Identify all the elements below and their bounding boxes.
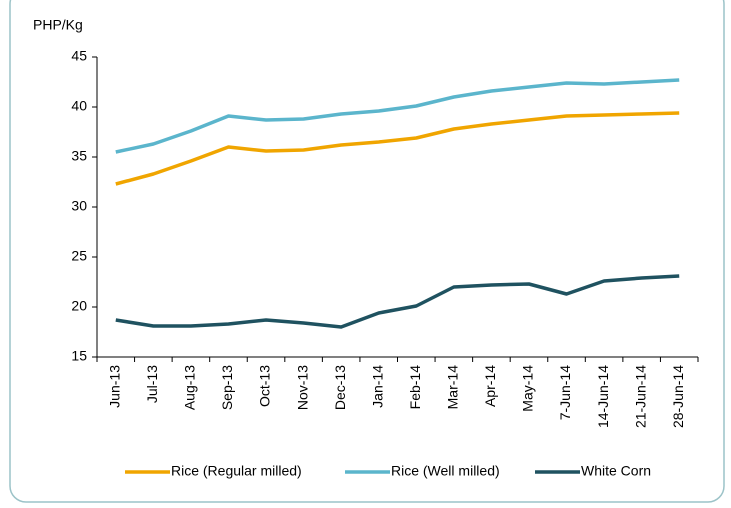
y-tick-label: 30 [71,198,87,214]
x-tick-label: Feb-14 [407,365,423,410]
legend-label: White Corn [581,463,651,479]
y-tick-label: 15 [71,348,87,364]
line [115,274,680,329]
x-tick-label: Mar-14 [445,365,461,410]
x-tick-label: Jan-14 [369,365,385,408]
x-tick-label: Apr-14 [482,365,498,407]
x-tick-label: 28-Jun-14 [670,365,686,428]
y-tick-label: 35 [71,148,87,164]
x-tick-label: 14-Jun-14 [595,365,611,428]
y-tick-label: 45 [71,48,87,64]
frame [9,0,725,503]
line [115,111,680,186]
legend-label: Rice (Well milled) [391,463,500,479]
x-tick-label: Dec-13 [332,365,348,410]
x-tick-label: 7-Jun-14 [557,365,573,420]
x-tick-label: Aug-13 [182,365,198,410]
x-tick-label: Jun-13 [106,365,122,408]
x-tick-label: Sep-13 [219,365,235,410]
line [115,78,680,154]
legend-label: Rice (Regular milled) [171,463,302,479]
x-tick-label: Jul-13 [144,365,160,403]
y-tick-label: 40 [71,98,87,114]
x-tick-label: Nov-13 [294,365,310,410]
y-tick-label: 20 [71,298,87,314]
y-tick-label: 25 [71,248,87,264]
x-tick-label: 21-Jun-14 [632,365,648,428]
x-tick-label: May-14 [520,365,536,412]
x-tick-label: Oct-13 [257,365,273,407]
y-axis-label: PHP/Kg [33,17,83,33]
